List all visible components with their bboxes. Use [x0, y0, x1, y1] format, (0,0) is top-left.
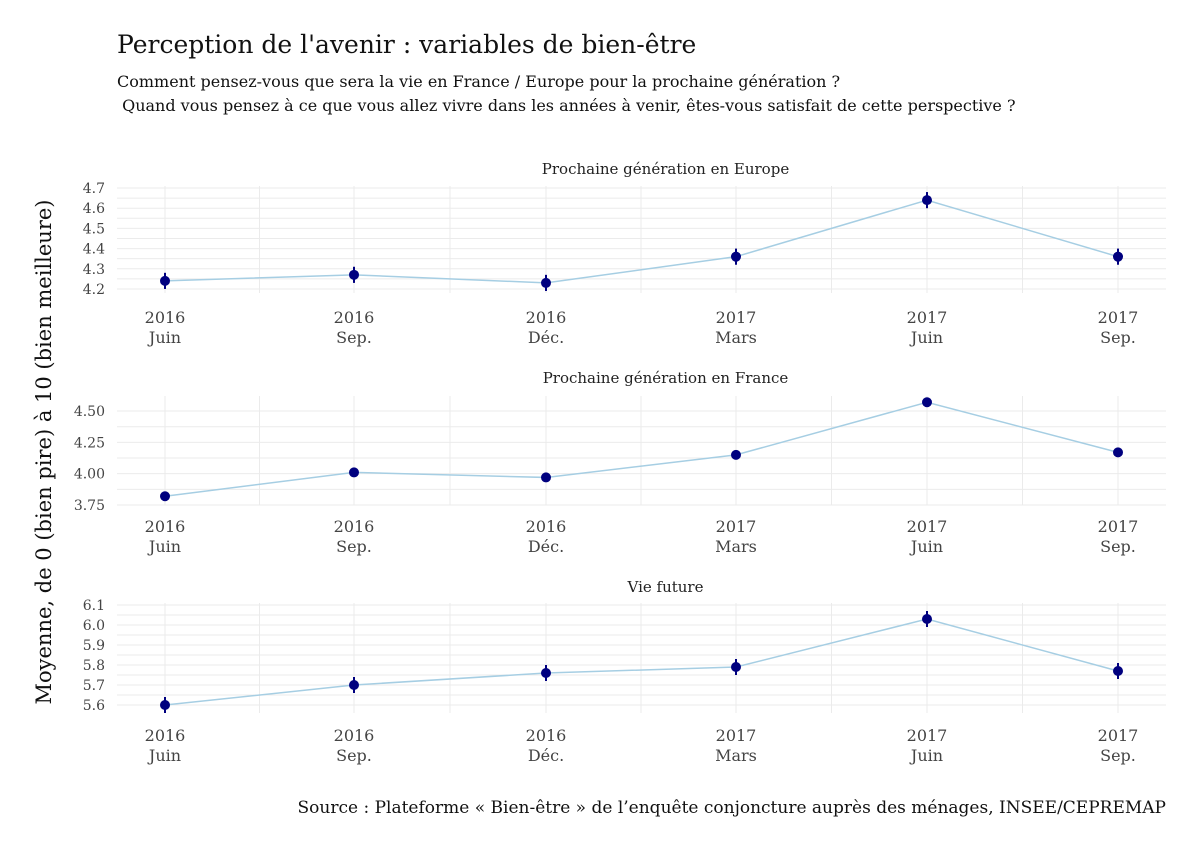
x-tick-year: 2016: [334, 517, 375, 536]
x-tick-year: 2016: [526, 308, 567, 327]
data-point: [160, 491, 170, 502]
y-tick-label: 5.7: [83, 678, 105, 694]
x-tick-month: Sep.: [336, 746, 372, 765]
y-tick-label: 5.9: [83, 638, 105, 654]
x-tick-month: Déc.: [528, 328, 564, 347]
data-point: [160, 700, 170, 710]
y-tick-label: 3.75: [74, 498, 105, 514]
y-tick-label: 6.0: [83, 618, 105, 634]
x-tick-month: Déc.: [528, 746, 564, 765]
y-tick-label: 5.6: [83, 698, 105, 714]
facet-title: Vie future: [627, 578, 704, 596]
x-tick-year: 2017: [716, 308, 757, 327]
y-tick-label: 4.5: [83, 221, 105, 237]
x-tick-year: 2017: [1098, 517, 1139, 536]
facet-panel-3: Vie future5.65.75.85.96.06.12016Juin2016…: [83, 578, 1166, 765]
facet-title: Prochaine génération en France: [543, 369, 789, 387]
y-tick-label: 4.7: [83, 181, 105, 197]
x-tick-year: 2017: [907, 517, 948, 536]
y-tick-label: 4.25: [74, 435, 105, 451]
y-tick-label: 4.6: [83, 201, 105, 217]
x-tick-month: Sep.: [336, 328, 372, 347]
y-tick-label: 4.2: [83, 282, 105, 298]
x-tick-year: 2017: [716, 726, 757, 745]
data-point: [541, 668, 551, 678]
data-point: [1113, 251, 1123, 262]
data-point: [922, 614, 932, 624]
data-point: [349, 269, 359, 280]
x-tick-month: Juin: [147, 328, 181, 347]
x-tick-month: Juin: [147, 746, 181, 765]
data-point: [349, 680, 359, 690]
data-point: [1113, 447, 1123, 458]
data-point: [541, 472, 551, 483]
x-tick-year: 2016: [334, 726, 375, 745]
data-point: [731, 662, 741, 672]
source-note: Source : Plateforme « Bien-être » de l’e…: [297, 798, 1167, 818]
x-tick-month: Déc.: [528, 537, 564, 556]
data-point: [922, 397, 932, 408]
series-line: [164, 199, 1119, 284]
facet-title: Prochaine génération en Europe: [542, 160, 790, 178]
data-point: [541, 277, 551, 288]
facet-panel-1: Prochaine génération en Europe 4.2 4.3 4.4 4…: [83, 160, 1166, 347]
x-tick-month: Mars: [715, 328, 757, 347]
data-point: [160, 275, 170, 286]
x-tick-month: Juin: [909, 328, 943, 347]
x-tick-year: 2017: [716, 517, 757, 536]
y-tick-label: 4.3: [83, 262, 105, 278]
x-tick-month: Mars: [715, 746, 757, 765]
x-tick-month: Sep.: [1100, 746, 1136, 765]
x-tick-year: 2016: [526, 517, 567, 536]
chart-subtitle: Comment pensez-vous que sera la vie en F…: [117, 72, 1016, 115]
x-tick-year: 2016: [526, 726, 567, 745]
x-tick-year: 2017: [907, 308, 948, 327]
x-tick-year: 2016: [145, 308, 186, 327]
data-point: [922, 195, 932, 206]
x-tick-year: 2016: [145, 726, 186, 745]
x-tick-month: Sep.: [1100, 537, 1136, 556]
y-tick-label: 5.8: [83, 658, 105, 674]
y-tick-label: 4.00: [74, 467, 105, 483]
y-tick-label: 4.4: [83, 242, 105, 258]
chart-title: Perception de l'avenir : variables de bi…: [117, 30, 697, 59]
series-line: [164, 618, 1119, 706]
x-tick-year: 2016: [145, 517, 186, 536]
x-tick-month: Juin: [147, 537, 181, 556]
data-point: [1113, 666, 1123, 676]
x-tick-month: Juin: [909, 537, 943, 556]
y-tick-label: 6.1: [83, 598, 105, 614]
x-tick-month: Mars: [715, 537, 757, 556]
data-point: [731, 251, 741, 262]
x-tick-year: 2017: [1098, 308, 1139, 327]
data-point: [349, 467, 359, 478]
data-point: [731, 449, 741, 460]
x-tick-year: 2016: [334, 308, 375, 327]
x-tick-month: Sep.: [1100, 328, 1136, 347]
x-tick-month: Sep.: [336, 537, 372, 556]
facet-panel-2: Prochaine génération en France 3.75 4.00 4.…: [74, 369, 1166, 556]
x-tick-month: Juin: [909, 746, 943, 765]
y-tick-label: 4.50: [74, 404, 105, 420]
x-tick-year: 2017: [1098, 726, 1139, 745]
series-line: [164, 401, 1119, 497]
x-tick-year: 2017: [907, 726, 948, 745]
